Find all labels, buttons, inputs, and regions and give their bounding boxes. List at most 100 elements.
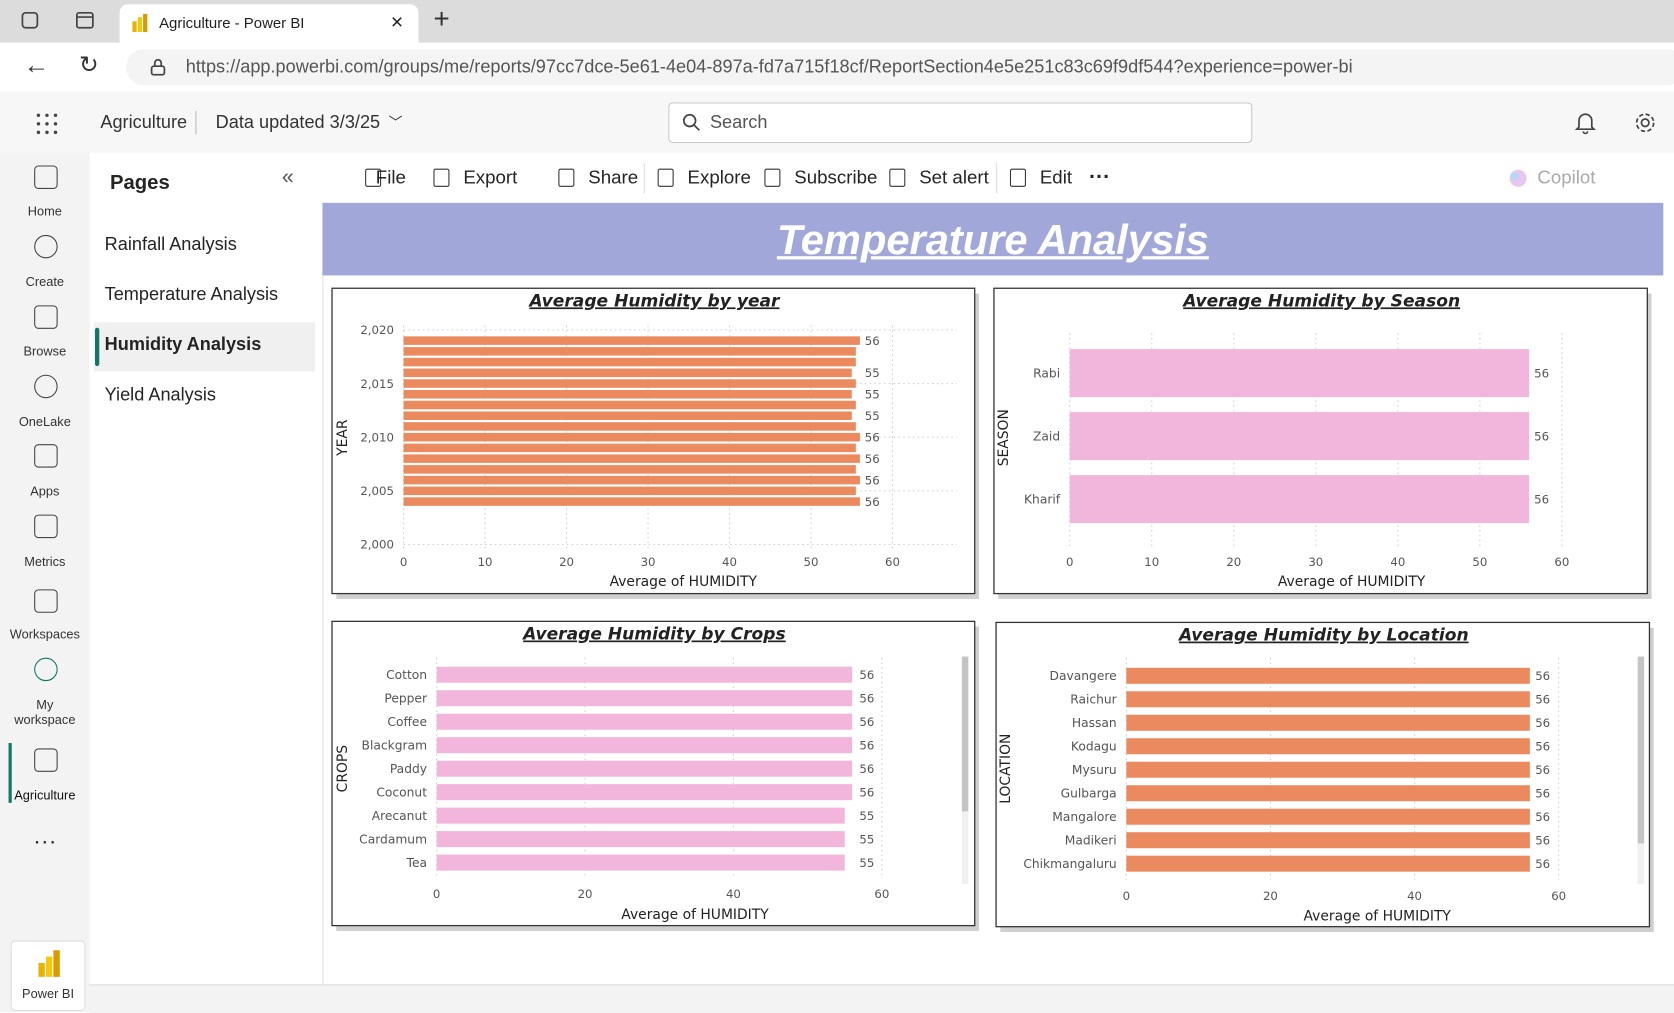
page-tab[interactable]: Humidity Analysis (104, 334, 262, 355)
nav-label[interactable]: Create (25, 274, 65, 290)
y-tick-label: Paddy (390, 762, 427, 776)
y-tick-label: 2,000 (360, 538, 394, 552)
toolbar-button[interactable]: Subscribe (794, 166, 878, 188)
x-tick-label: 50 (804, 555, 819, 569)
x-tick-label: 40 (726, 887, 741, 901)
powerbi-home[interactable]: Power BI (10, 940, 86, 1012)
app-launcher[interactable] (36, 113, 58, 135)
y-tick-label: Raichur (1070, 693, 1117, 707)
toolbar-button[interactable]: Edit (1039, 166, 1073, 188)
nav-label[interactable]: Home (27, 203, 62, 219)
search-box[interactable]: Search (668, 102, 1253, 144)
nav-icon (34, 234, 58, 259)
bar (403, 389, 852, 399)
separator (195, 111, 197, 135)
more-options[interactable]: ··· (1088, 165, 1111, 189)
page-tab[interactable]: Yield Analysis (104, 384, 216, 405)
data-updated[interactable]: Data updated 3/3/25 (215, 112, 381, 133)
copilot-icon (1509, 169, 1527, 187)
x-axis-title: Average of HUMIDITY (621, 907, 769, 923)
toolbar-button[interactable]: Share (588, 166, 639, 188)
bar (436, 760, 853, 777)
address-bar[interactable]: https://app.powerbi.com/groups/me/report… (125, 49, 1674, 86)
separator (643, 163, 645, 194)
y-tick-label: Rabi (1033, 366, 1060, 380)
data-label: 56 (865, 334, 880, 348)
nav-label[interactable]: Agriculture (14, 787, 76, 803)
reload-button[interactable]: ↻ (79, 51, 99, 78)
y-tick-label: Mysuru (1072, 763, 1117, 777)
x-tick-label: 0 (1066, 555, 1073, 569)
bar (403, 347, 856, 356)
bar (403, 379, 856, 388)
status-bar (89, 984, 1674, 1013)
x-tick-label: 60 (885, 555, 900, 569)
nav-label[interactable]: Apps (30, 483, 60, 499)
active-page-highlight (93, 322, 315, 372)
bar (436, 831, 845, 848)
separator (996, 163, 998, 194)
y-tick-label: Madikeri (1065, 833, 1117, 847)
nav-icon (34, 657, 58, 682)
toolbar-button[interactable]: Set alert (919, 166, 989, 188)
page-tab[interactable]: Temperature Analysis (104, 283, 279, 305)
nav-label[interactable]: Browse (23, 343, 67, 359)
more-button[interactable]: ··· (33, 827, 57, 855)
settings-icon[interactable] (1633, 111, 1656, 134)
notifications-icon[interactable] (1574, 111, 1596, 135)
toolbar-icon (764, 168, 781, 187)
toolbar-icon (889, 168, 906, 187)
nav-label[interactable]: My workspace (14, 697, 76, 728)
collapse-pages[interactable]: « (281, 165, 294, 189)
bar (403, 465, 856, 474)
page-tab[interactable]: Rainfall Analysis (104, 233, 237, 255)
y-tick-label: Tea (406, 856, 427, 870)
x-tick-label: 20 (559, 555, 574, 569)
y-tick-label: Cotton (386, 668, 427, 682)
nav-label[interactable]: Metrics (24, 554, 66, 570)
y-tick-label: Mangalore (1052, 810, 1116, 824)
nav-icon (34, 305, 58, 329)
bar (403, 486, 856, 496)
lock-icon (150, 59, 166, 76)
chart-title: Average Humidity by Location (1177, 626, 1469, 646)
bar (436, 690, 853, 707)
data-label: 56 (1534, 429, 1549, 443)
new-tab[interactable]: + (433, 2, 450, 35)
bar (403, 454, 860, 463)
toolbar-button[interactable]: Export (463, 166, 518, 188)
copilot-button[interactable]: Copilot (1537, 166, 1596, 188)
chart-title: Average Humidity by year (527, 291, 781, 311)
y-axis-title: CROPS (335, 745, 351, 793)
bar (403, 411, 852, 420)
active-tab[interactable]: Agriculture - Power BI × (119, 4, 419, 43)
x-tick-label: 30 (641, 555, 656, 569)
x-tick-label: 0 (433, 887, 440, 901)
tab-bar: Agriculture - Power BI × + (0, 0, 1674, 43)
bar (403, 443, 856, 453)
y-tick-label: 2,010 (360, 430, 394, 444)
nav-label[interactable]: OneLake (18, 414, 71, 430)
toolbar-button[interactable]: Explore (687, 166, 751, 188)
bar (436, 854, 845, 871)
powerbi-logo (38, 950, 60, 977)
data-label: 56 (1535, 786, 1550, 800)
toolbar-button[interactable]: File (375, 166, 406, 188)
toolbar: ··· Copilot File Export Share Explore Subscr… (322, 152, 1674, 203)
data-label: 56 (1535, 669, 1550, 683)
bar (436, 807, 845, 824)
data-label: 56 (1535, 857, 1550, 871)
y-tick-label: Gulbarga (1061, 786, 1117, 800)
toolbar-icon (558, 168, 575, 187)
dropdown-chevron[interactable]: ﹀ (388, 114, 403, 131)
x-tick-label: 60 (1554, 555, 1569, 569)
tab-close[interactable]: × (390, 10, 404, 35)
y-tick-label: Hassan (1072, 716, 1117, 730)
back-button[interactable]: ← (23, 51, 50, 81)
active-page-marker (95, 327, 100, 367)
x-tick-label: 40 (722, 555, 737, 569)
x-tick-label: 40 (1407, 889, 1422, 903)
nav-label[interactable]: Workspaces (9, 626, 80, 642)
workspace-name[interactable]: Agriculture (100, 112, 188, 133)
